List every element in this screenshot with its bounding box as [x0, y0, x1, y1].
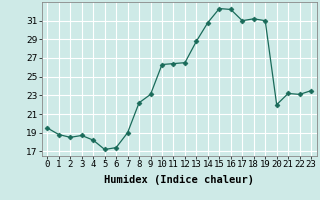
X-axis label: Humidex (Indice chaleur): Humidex (Indice chaleur): [104, 175, 254, 185]
